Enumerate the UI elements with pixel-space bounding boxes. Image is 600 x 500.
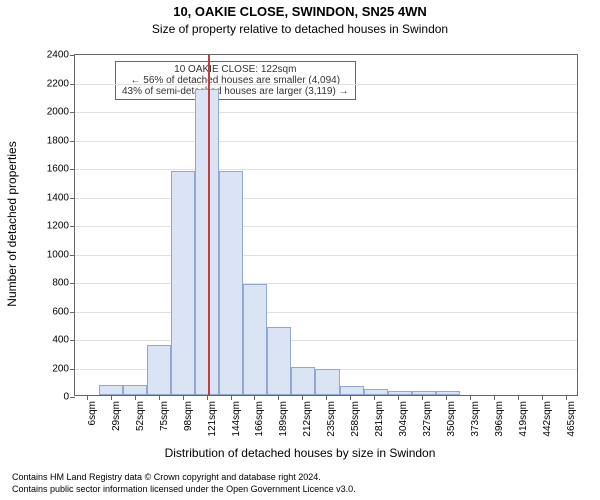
annotation-line: 43% of semi-detached houses are larger (…	[122, 86, 349, 97]
gridline	[75, 84, 577, 85]
x-tick-label: 166sqm	[254, 401, 265, 437]
x-tick-mark	[518, 395, 519, 400]
x-tick-mark	[542, 395, 543, 400]
histogram-bar	[243, 284, 267, 395]
gridline	[75, 312, 577, 313]
y-tick-label: 1600	[47, 164, 75, 175]
x-tick-label: 442sqm	[542, 401, 553, 437]
plot-area: 10 OAKIE CLOSE: 122sqm← 56% of detached …	[74, 54, 578, 396]
histogram-bar	[436, 391, 460, 395]
histogram-bar	[315, 369, 339, 395]
y-tick-label: 1200	[47, 221, 75, 232]
x-tick-label: 419sqm	[518, 401, 529, 437]
x-tick-mark	[326, 395, 327, 400]
gridline	[75, 198, 577, 199]
y-tick-label: 2000	[47, 107, 75, 118]
y-tick-label: 2200	[47, 78, 75, 89]
x-tick-mark	[183, 395, 184, 400]
histogram-bar	[219, 171, 243, 395]
chart-frame: 10, OAKIE CLOSE, SWINDON, SN25 4WN Size …	[0, 0, 600, 500]
histogram-bar	[291, 367, 315, 396]
x-tick-mark	[87, 395, 88, 400]
x-tick-label: 373sqm	[470, 401, 481, 437]
gridline	[75, 340, 577, 341]
x-tick-mark	[446, 395, 447, 400]
property-marker-line	[208, 55, 210, 395]
x-tick-label: 6sqm	[87, 401, 98, 425]
gridline	[75, 112, 577, 113]
x-tick-label: 350sqm	[446, 401, 457, 437]
histogram-bar	[123, 385, 147, 395]
y-tick-label: 400	[52, 335, 75, 346]
x-tick-label: 465sqm	[566, 401, 577, 437]
x-tick-mark	[159, 395, 160, 400]
annotation-box: 10 OAKIE CLOSE: 122sqm← 56% of detached …	[115, 61, 356, 100]
y-tick-label: 2400	[47, 50, 75, 61]
x-tick-label: 281sqm	[374, 401, 385, 437]
gridline	[75, 255, 577, 256]
histogram-bar	[99, 385, 123, 395]
histogram-bar	[388, 391, 412, 395]
y-tick-label: 1800	[47, 135, 75, 146]
x-tick-mark	[207, 395, 208, 400]
x-tick-label: 189sqm	[278, 401, 289, 437]
x-tick-label: 98sqm	[183, 401, 194, 431]
x-tick-label: 29sqm	[111, 401, 122, 431]
x-tick-mark	[278, 395, 279, 400]
x-tick-mark	[231, 395, 232, 400]
histogram-bar	[364, 389, 388, 395]
x-tick-label: 258sqm	[350, 401, 361, 437]
x-tick-label: 396sqm	[494, 401, 505, 437]
x-tick-mark	[302, 395, 303, 400]
y-tick-label: 200	[52, 363, 75, 374]
y-tick-label: 600	[52, 306, 75, 317]
x-tick-mark	[422, 395, 423, 400]
x-tick-mark	[135, 395, 136, 400]
chart-title-line2: Size of property relative to detached ho…	[0, 22, 600, 36]
x-tick-label: 235sqm	[326, 401, 337, 437]
y-tick-label: 800	[52, 278, 75, 289]
gridline	[75, 141, 577, 142]
y-axis-title: Number of detached properties	[5, 124, 19, 324]
x-tick-label: 144sqm	[231, 401, 242, 437]
x-tick-label: 52sqm	[135, 401, 146, 431]
x-tick-label: 75sqm	[159, 401, 170, 431]
x-tick-label: 212sqm	[302, 401, 313, 437]
histogram-bar	[340, 386, 364, 395]
x-tick-mark	[494, 395, 495, 400]
x-tick-label: 304sqm	[398, 401, 409, 437]
x-axis-title: Distribution of detached houses by size …	[0, 446, 600, 460]
footer-line2: Contains public sector information licen…	[12, 484, 356, 494]
histogram-bar	[147, 345, 171, 395]
x-tick-mark	[398, 395, 399, 400]
footer-line1: Contains HM Land Registry data © Crown c…	[12, 472, 321, 482]
gridline	[75, 226, 577, 227]
x-tick-mark	[111, 395, 112, 400]
gridline	[75, 169, 577, 170]
y-tick-label: 0	[63, 392, 75, 403]
x-tick-mark	[470, 395, 471, 400]
gridline	[75, 283, 577, 284]
x-tick-mark	[374, 395, 375, 400]
annotation-line: 10 OAKIE CLOSE: 122sqm	[122, 64, 349, 75]
x-tick-mark	[566, 395, 567, 400]
y-tick-label: 1000	[47, 249, 75, 260]
histogram-bar	[171, 171, 195, 395]
y-tick-label: 1400	[47, 192, 75, 203]
x-tick-mark	[350, 395, 351, 400]
x-tick-mark	[254, 395, 255, 400]
x-tick-label: 327sqm	[422, 401, 433, 437]
chart-title-line1: 10, OAKIE CLOSE, SWINDON, SN25 4WN	[0, 4, 600, 19]
histogram-bar	[412, 391, 436, 395]
histogram-bar	[267, 327, 291, 395]
x-tick-label: 121sqm	[207, 401, 218, 437]
